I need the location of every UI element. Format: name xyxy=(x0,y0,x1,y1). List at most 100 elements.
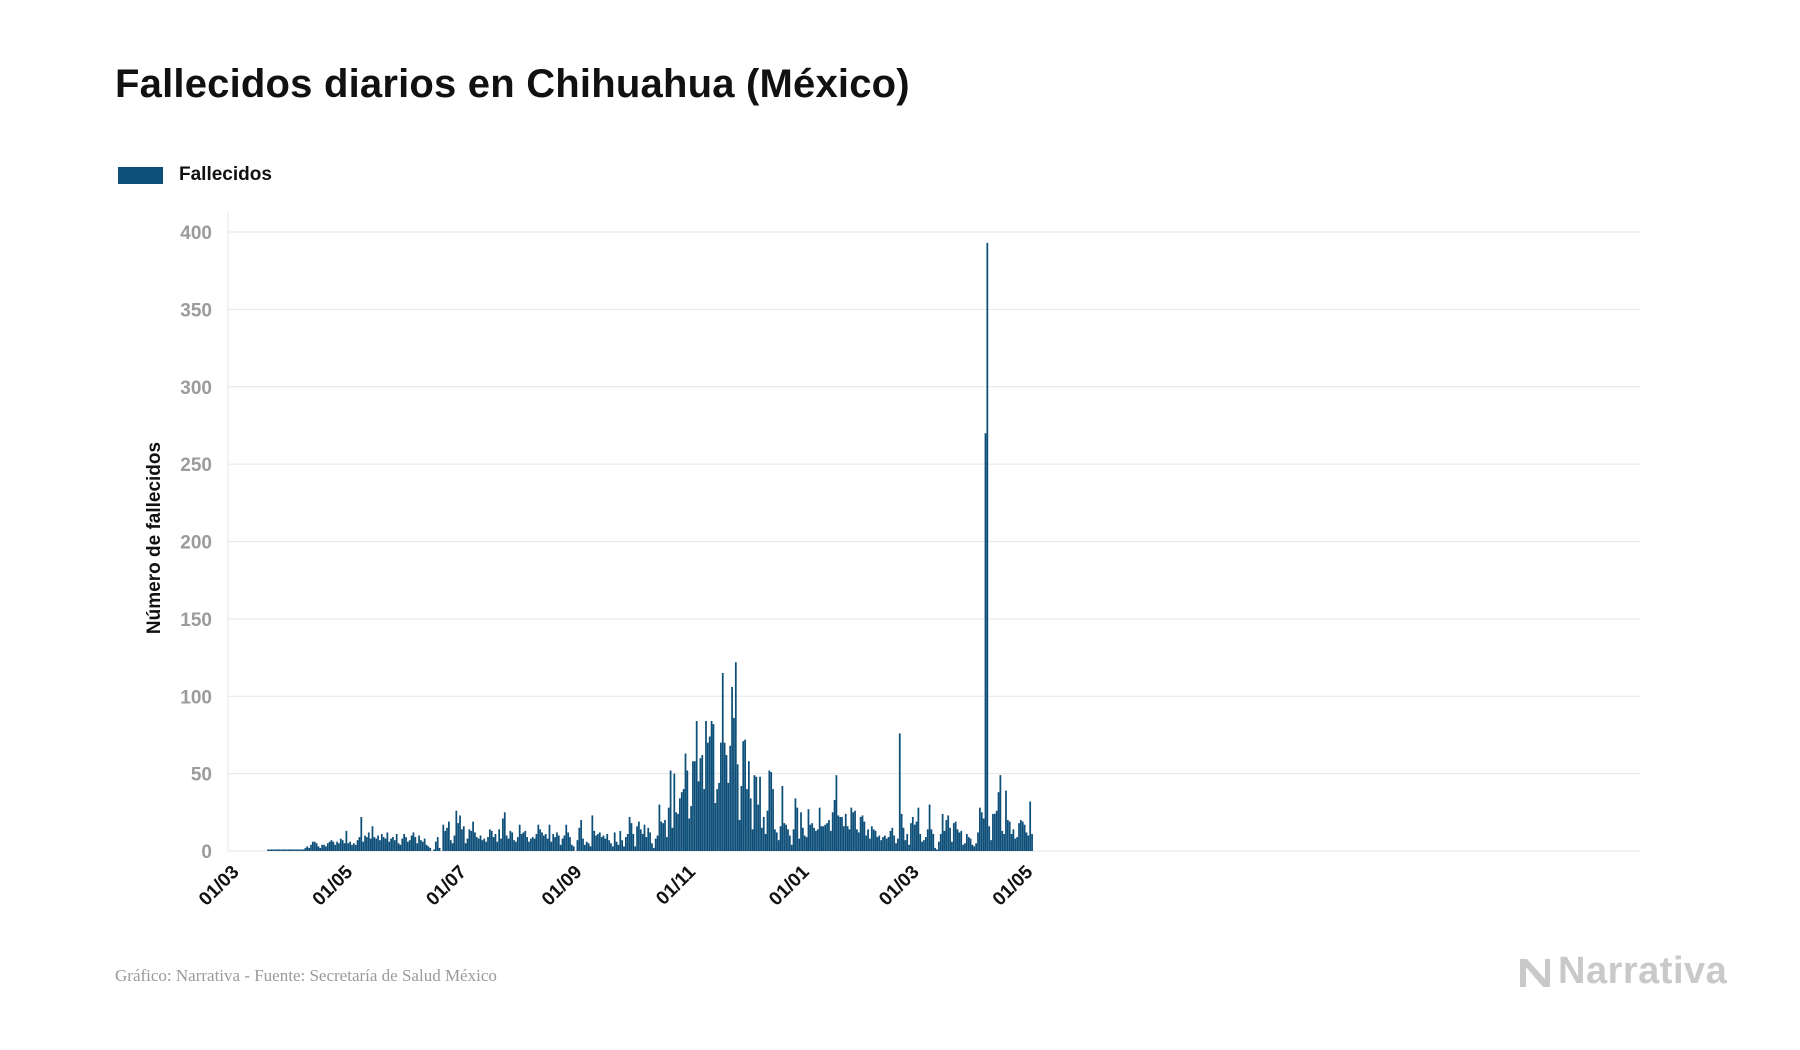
bar xyxy=(492,837,495,851)
bar xyxy=(740,786,743,851)
bar xyxy=(625,837,627,851)
bar xyxy=(777,840,780,851)
bar xyxy=(971,844,974,851)
x-axis-ticks: 01/03 01/05 01/07 01/09 01/11 01/01 01/03 01/05 xyxy=(195,861,1037,910)
bar xyxy=(330,840,333,851)
x-tick-label: 01/07 xyxy=(422,862,470,910)
y-tick-label: 250 xyxy=(180,455,212,476)
x-tick-label: 01/05 xyxy=(309,861,358,910)
bar xyxy=(856,829,858,851)
bar xyxy=(1018,823,1020,851)
bar xyxy=(522,832,525,851)
bar xyxy=(371,826,374,851)
bar xyxy=(870,826,873,851)
y-axis-label: Número de fallecidos xyxy=(144,442,165,634)
bar xyxy=(965,833,968,851)
chart-title: Fallecidos diarios en Chihuahua (México) xyxy=(115,62,910,106)
bar xyxy=(703,789,705,851)
bar xyxy=(699,758,702,851)
bar xyxy=(466,838,469,851)
bar xyxy=(651,843,653,851)
bar xyxy=(949,827,951,851)
bar xyxy=(997,792,1000,851)
bar xyxy=(979,807,981,851)
y-tick-label: 350 xyxy=(180,300,212,321)
bar xyxy=(511,832,514,851)
bar xyxy=(930,829,933,851)
bar xyxy=(656,835,659,851)
bar xyxy=(848,829,851,851)
bar xyxy=(369,838,372,851)
bar xyxy=(546,838,549,851)
bar xyxy=(280,849,283,851)
bar xyxy=(364,835,366,851)
bar xyxy=(393,840,396,851)
bar xyxy=(414,837,417,851)
bar xyxy=(507,838,510,851)
bar xyxy=(611,846,614,851)
bar xyxy=(671,827,674,851)
bar xyxy=(919,833,922,851)
brand-logo[interactable]: Narrativa xyxy=(1518,950,1727,993)
bar xyxy=(917,807,920,851)
y-tick-label: 50 xyxy=(191,765,212,786)
bar xyxy=(952,823,955,851)
y-tick-label: 300 xyxy=(180,378,212,399)
bar xyxy=(563,835,566,851)
x-tick-label: 01/05 xyxy=(989,861,1038,910)
bar xyxy=(807,809,810,851)
bar xyxy=(688,818,691,851)
bar xyxy=(878,835,881,851)
bar xyxy=(755,776,758,851)
bar xyxy=(751,829,754,851)
bar xyxy=(990,840,992,851)
bar xyxy=(842,826,845,851)
bar xyxy=(528,841,530,851)
bar xyxy=(421,841,424,851)
bar xyxy=(313,841,316,851)
bar xyxy=(505,835,508,851)
bar xyxy=(796,807,799,851)
bar xyxy=(304,847,307,851)
bar xyxy=(373,837,376,851)
bar xyxy=(539,829,542,851)
bar xyxy=(584,844,586,851)
bar xyxy=(725,755,728,851)
bar xyxy=(621,840,624,851)
bar xyxy=(339,838,342,851)
bar xyxy=(779,826,782,851)
bar xyxy=(982,818,985,851)
bar xyxy=(835,775,838,851)
bar xyxy=(692,761,694,851)
bar xyxy=(915,821,918,851)
bar xyxy=(951,841,953,851)
bar xyxy=(947,815,950,851)
bar xyxy=(768,770,771,851)
bar xyxy=(684,753,687,851)
bar xyxy=(479,835,482,851)
bar xyxy=(580,820,583,851)
bar xyxy=(999,775,1002,851)
bar xyxy=(783,823,786,851)
bar xyxy=(675,812,678,851)
bar xyxy=(490,830,493,851)
bar xyxy=(526,837,528,851)
bar xyxy=(705,721,707,851)
bar xyxy=(1014,838,1017,851)
bar xyxy=(960,830,963,851)
bar xyxy=(1006,820,1009,851)
bar xyxy=(880,840,883,851)
bar xyxy=(425,844,428,851)
bar xyxy=(591,815,594,851)
bar xyxy=(897,838,899,851)
bar xyxy=(781,786,784,851)
bar xyxy=(710,721,713,851)
bar xyxy=(794,798,797,851)
bar xyxy=(774,829,776,851)
bar xyxy=(945,820,948,851)
bar xyxy=(887,837,890,851)
bar xyxy=(932,833,935,851)
bar xyxy=(636,826,638,851)
bar xyxy=(464,843,467,851)
bar xyxy=(436,837,439,851)
